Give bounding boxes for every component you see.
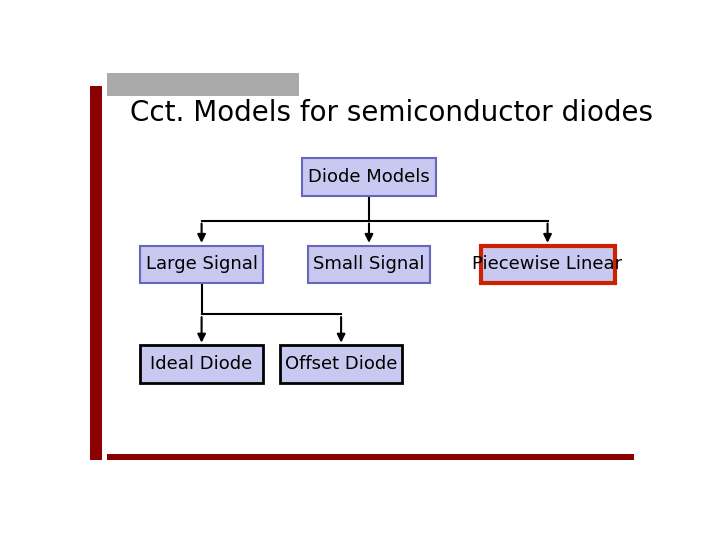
Text: Small Signal: Small Signal xyxy=(313,255,425,273)
Bar xyxy=(280,346,402,383)
Bar xyxy=(307,246,431,283)
Bar xyxy=(302,158,436,196)
Bar xyxy=(481,246,615,283)
Bar xyxy=(140,346,263,383)
Text: Diode Models: Diode Models xyxy=(308,168,430,186)
Bar xyxy=(90,85,102,460)
Text: Cct. Models for semiconductor diodes: Cct. Models for semiconductor diodes xyxy=(130,99,653,126)
Bar xyxy=(107,454,634,460)
Text: Large Signal: Large Signal xyxy=(145,255,258,273)
Bar xyxy=(140,246,263,283)
Text: Offset Diode: Offset Diode xyxy=(285,355,397,373)
Bar xyxy=(107,73,300,96)
Text: Piecewise Linear: Piecewise Linear xyxy=(472,255,623,273)
Text: Ideal Diode: Ideal Diode xyxy=(150,355,253,373)
